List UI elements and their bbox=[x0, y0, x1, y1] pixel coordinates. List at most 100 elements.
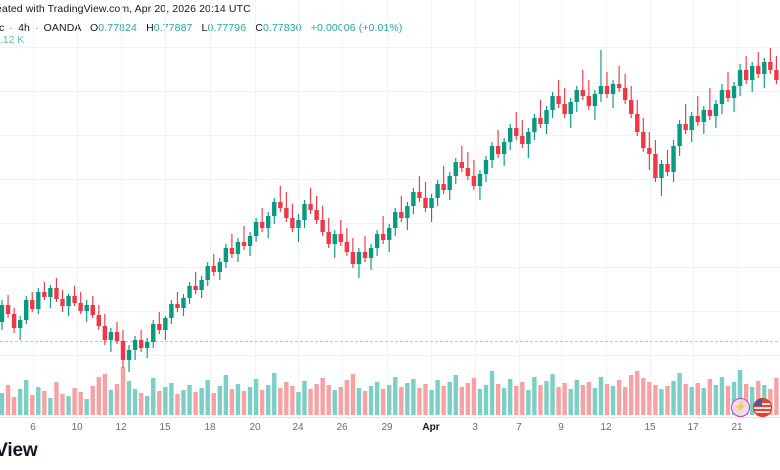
candle bbox=[743, 56, 749, 84]
candle bbox=[514, 112, 519, 140]
low-value: 0.77796 bbox=[207, 22, 247, 34]
candle-body bbox=[629, 100, 634, 114]
candle-body bbox=[423, 198, 428, 208]
candle-body bbox=[574, 90, 579, 102]
candle-body bbox=[54, 288, 59, 299]
volume-bar bbox=[616, 380, 622, 415]
candle bbox=[562, 88, 567, 118]
candle bbox=[205, 262, 210, 286]
x-axis-tick-label: 6 bbox=[30, 422, 36, 433]
candle bbox=[471, 160, 477, 190]
candle bbox=[169, 300, 174, 324]
candle bbox=[30, 292, 35, 312]
candle bbox=[520, 120, 525, 148]
candle bbox=[356, 248, 362, 278]
candle bbox=[36, 288, 41, 314]
candle bbox=[78, 292, 83, 314]
candle bbox=[5, 295, 11, 318]
lightning-icon[interactable]: ⚡ bbox=[731, 398, 750, 417]
volume-bar bbox=[290, 386, 295, 415]
candle-body bbox=[157, 324, 162, 330]
flag-icon[interactable] bbox=[753, 398, 772, 417]
candle bbox=[405, 202, 410, 230]
candle bbox=[501, 138, 507, 166]
candle-body bbox=[235, 242, 241, 254]
candle bbox=[48, 285, 53, 308]
candlestick-series bbox=[0, 48, 779, 372]
volume-bar bbox=[725, 386, 731, 415]
x-axis-tick-label: 10 bbox=[71, 422, 83, 433]
volume-bar bbox=[441, 386, 446, 415]
candle-body bbox=[350, 252, 356, 264]
volume-legend: 5.12 K bbox=[0, 34, 25, 46]
candle-body bbox=[477, 174, 483, 186]
candle bbox=[423, 182, 428, 212]
volume-bars bbox=[0, 367, 779, 415]
candle-body bbox=[344, 242, 350, 252]
corner-badges: ⚡ bbox=[731, 398, 772, 417]
volume-bar bbox=[574, 380, 579, 415]
volume-bar bbox=[677, 373, 682, 415]
volume-bar bbox=[393, 377, 398, 415]
volume-bar bbox=[568, 389, 573, 415]
volume-bar bbox=[320, 378, 325, 415]
volume-bar bbox=[11, 397, 17, 415]
candle-body bbox=[145, 342, 150, 348]
candle-body bbox=[713, 104, 719, 116]
volume-bar bbox=[36, 387, 41, 415]
candle bbox=[120, 330, 126, 368]
candle bbox=[114, 322, 120, 344]
candle bbox=[157, 312, 162, 334]
volume-bar bbox=[151, 378, 156, 415]
candle-body bbox=[774, 70, 779, 80]
candle bbox=[24, 296, 29, 324]
candle-body bbox=[217, 262, 222, 272]
volume-bar bbox=[266, 385, 271, 415]
candle-body bbox=[659, 164, 664, 178]
candle-body bbox=[399, 212, 404, 218]
candle bbox=[362, 236, 368, 262]
high-value: 0.77887 bbox=[153, 22, 193, 34]
candle bbox=[459, 146, 464, 172]
candle bbox=[725, 72, 731, 102]
candle-body bbox=[756, 66, 761, 74]
candle-body bbox=[36, 292, 41, 309]
candle bbox=[272, 198, 277, 224]
volume-bar bbox=[0, 393, 5, 415]
candle bbox=[374, 230, 380, 256]
x-axis[interactable]: 6 10 12 15 18 20 24 26 29 Apr 3 7 9 12 15 17 21 bbox=[0, 417, 780, 439]
candle bbox=[417, 176, 422, 202]
volume-bar bbox=[544, 381, 549, 415]
candle bbox=[380, 216, 386, 244]
volume-bar bbox=[707, 379, 713, 415]
volume-bar bbox=[338, 387, 343, 415]
candle-body bbox=[266, 216, 271, 228]
candle bbox=[278, 186, 283, 212]
candle-body bbox=[380, 234, 386, 240]
candle-body bbox=[205, 266, 210, 280]
candle bbox=[665, 150, 670, 176]
volume-bar bbox=[610, 386, 616, 415]
volume-bar bbox=[731, 382, 737, 415]
volume-bar bbox=[157, 391, 162, 415]
x-axis-tick-label: 21 bbox=[731, 422, 743, 433]
candle bbox=[635, 100, 640, 136]
candle-body bbox=[562, 104, 567, 114]
candle bbox=[616, 66, 622, 92]
volume-bar bbox=[459, 387, 464, 415]
volume-bar bbox=[586, 382, 592, 415]
candle-body bbox=[641, 132, 646, 148]
volume-bar bbox=[423, 384, 428, 415]
candle bbox=[108, 328, 114, 352]
high-key: H bbox=[146, 22, 154, 34]
volume-bar bbox=[695, 383, 700, 415]
volume-bar bbox=[163, 387, 168, 415]
volume-bar bbox=[368, 386, 374, 415]
candle bbox=[320, 206, 325, 236]
candle bbox=[163, 316, 168, 340]
x-axis-tick-label: 26 bbox=[336, 422, 348, 433]
candle-body bbox=[78, 303, 83, 311]
candle-body bbox=[598, 86, 604, 94]
price-plot[interactable] bbox=[0, 0, 780, 418]
